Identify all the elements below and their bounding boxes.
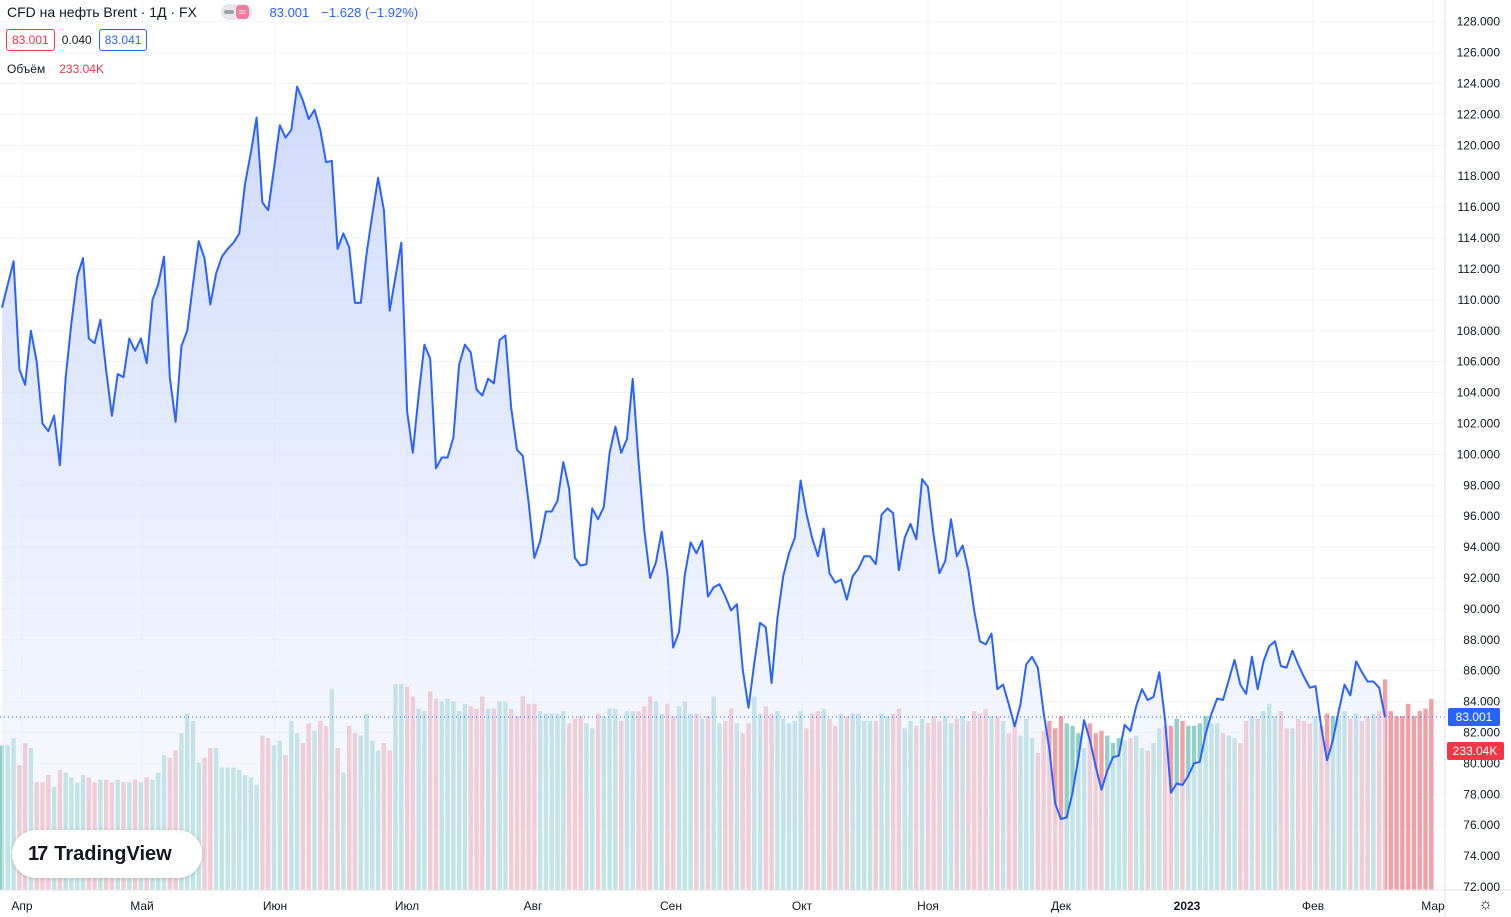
volume-bar bbox=[1058, 716, 1064, 890]
y-axis-labels: 72.00074.00076.00078.00080.00082.00084.0… bbox=[1457, 15, 1501, 894]
volume-bar bbox=[1423, 708, 1428, 890]
y-tick-label: 72.000 bbox=[1463, 880, 1500, 894]
spread-value: 0.040 bbox=[61, 33, 92, 47]
last-price-tag-bg bbox=[1448, 708, 1500, 727]
y-tick-label: 100.000 bbox=[1457, 447, 1501, 461]
y-tick-label: 116.000 bbox=[1458, 200, 1501, 214]
y-tick-label: 108.000 bbox=[1457, 324, 1501, 338]
x-tick-label: Июн bbox=[263, 899, 287, 913]
y-tick-label: 106.000 bbox=[1457, 355, 1501, 369]
y-tick-label: 126.000 bbox=[1457, 46, 1501, 60]
last-volume-tag-bg bbox=[1447, 742, 1504, 761]
y-tick-label: 122.000 bbox=[1457, 107, 1501, 121]
y-tick-label: 92.000 bbox=[1463, 571, 1500, 585]
y-tick-label: 88.000 bbox=[1463, 633, 1500, 647]
last-volume-tag-text: 233.04K bbox=[1453, 744, 1498, 758]
volume-bar bbox=[1394, 716, 1399, 890]
y-tick-label: 94.000 bbox=[1463, 540, 1500, 554]
last-price-tag-text: 83.001 bbox=[1456, 710, 1493, 724]
tradingview-wordmark: TradingView bbox=[54, 842, 172, 865]
x-tick-label: 2023 bbox=[1174, 899, 1201, 913]
settings-gear-icon[interactable]: ☼ bbox=[1478, 896, 1493, 913]
y-tick-label: 96.000 bbox=[1463, 509, 1500, 523]
y-tick-label: 120.000 bbox=[1457, 138, 1501, 152]
price-area bbox=[2, 86, 1385, 891]
quote-row: 83.001 0.040 83.041 bbox=[6, 29, 148, 51]
y-tick-label: 114.000 bbox=[1458, 231, 1501, 245]
last-price-tag: 83.001 bbox=[1448, 708, 1500, 727]
symbol-title[interactable]: CFD на нефть Brent · 1Д · FX bbox=[7, 4, 197, 20]
volume-bar bbox=[1417, 711, 1422, 890]
buy-price-button[interactable]: 83.041 bbox=[98, 29, 148, 51]
y-tick-label: 76.000 bbox=[1463, 818, 1500, 832]
x-tick-label: Дек bbox=[1051, 899, 1072, 913]
volume-bar bbox=[1400, 716, 1405, 890]
x-tick-label: Окт bbox=[792, 899, 813, 913]
y-tick-label: 102.000 bbox=[1457, 416, 1501, 430]
y-tick-label: 84.000 bbox=[1463, 695, 1500, 709]
tradingview-mark-icon: 17 bbox=[28, 842, 48, 865]
y-tick-label: 118.000 bbox=[1458, 169, 1501, 183]
volume-bar bbox=[1405, 703, 1411, 890]
indicator-toggle[interactable]: ≈ bbox=[220, 4, 252, 20]
x-tick-label: Май bbox=[130, 899, 154, 913]
x-tick-label: Июл bbox=[395, 899, 419, 913]
last-volume-tag: 233.04K bbox=[1447, 742, 1504, 761]
x-tick-label: Мар bbox=[1421, 899, 1445, 913]
volume-legend: Объём 233.04K bbox=[7, 62, 104, 76]
wave-icon: ≈ bbox=[235, 5, 249, 19]
chart-legend: CFD на нефть Brent · 1Д · FX ≈ 83.001 −1… bbox=[7, 4, 418, 20]
volume-bar bbox=[1064, 723, 1069, 890]
volume-bar bbox=[1429, 698, 1434, 890]
tradingview-logo[interactable]: 17 TradingView bbox=[12, 830, 202, 878]
x-axis-labels: Апр Май Июн Июл Авг Сен Окт Ноя Дек 2023 Фев Мар bbox=[11, 899, 1445, 913]
volume-value: 233.04K bbox=[59, 62, 104, 76]
y-tick-label: 74.000 bbox=[1463, 849, 1500, 863]
y-tick-label: 128.000 bbox=[1457, 15, 1501, 29]
y-tick-label: 82.000 bbox=[1463, 725, 1500, 739]
y-tick-label: 86.000 bbox=[1463, 664, 1500, 678]
y-tick-label: 90.000 bbox=[1463, 602, 1500, 616]
y-tick-label: 124.000 bbox=[1457, 77, 1501, 91]
volume-bar bbox=[1388, 711, 1393, 890]
x-tick-label: Ноя bbox=[917, 899, 939, 913]
legend-change: −1.628 (−1.92%) bbox=[321, 4, 419, 20]
x-tick-label: Апр bbox=[11, 899, 33, 913]
volume-label: Объём bbox=[7, 62, 46, 76]
y-tick-label: 110.000 bbox=[1458, 293, 1501, 307]
legend-last-value: 83.001 bbox=[269, 4, 310, 20]
x-tick-label: Авг bbox=[524, 899, 543, 913]
y-tick-label: 104.000 bbox=[1457, 386, 1501, 400]
indicator-toggle-icon bbox=[223, 10, 234, 14]
price-line bbox=[1, 85, 1386, 820]
x-tick-label: Фев bbox=[1302, 899, 1324, 913]
y-tick-label: 98.000 bbox=[1463, 478, 1500, 492]
y-tick-label: 112.000 bbox=[1458, 262, 1501, 276]
sell-price-button[interactable]: 83.001 bbox=[6, 29, 55, 51]
x-tick-label: Сен bbox=[660, 899, 682, 913]
y-tick-label: 78.000 bbox=[1463, 787, 1500, 801]
volume-bar bbox=[1411, 716, 1417, 890]
